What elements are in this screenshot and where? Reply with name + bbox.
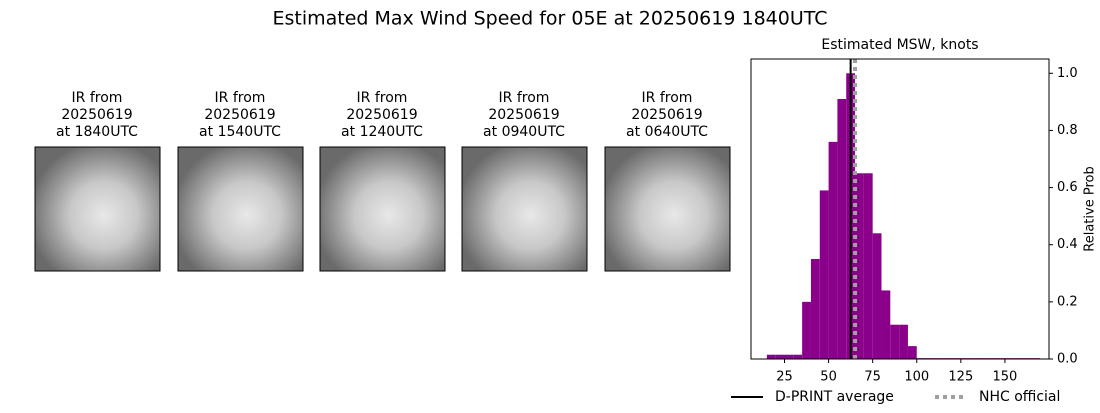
panel-label: IR from xyxy=(215,90,266,106)
figure-title: Estimated Max Wind Speed for 05E at 2025… xyxy=(272,8,827,30)
bar xyxy=(775,354,785,359)
panel-label: IR from xyxy=(72,90,123,106)
legend-label: D-PRINT average xyxy=(775,389,894,405)
panel-label: IR from xyxy=(499,90,550,106)
y-tick-label: 0.8 xyxy=(1057,123,1078,138)
ir-image xyxy=(604,146,731,272)
panel-label: 20250619 xyxy=(204,107,275,123)
x-tick-label: 50 xyxy=(820,370,837,385)
y-tick-label: 1.0 xyxy=(1057,66,1078,81)
legend-label: NHC official xyxy=(979,389,1060,405)
y-axis-label: Relative Prob xyxy=(1083,166,1098,251)
bar xyxy=(881,290,891,359)
y-tick-label: 0.2 xyxy=(1057,294,1078,309)
y-tick-label: 0.6 xyxy=(1057,180,1078,195)
bar xyxy=(819,190,829,359)
bar xyxy=(766,354,776,359)
ir-image xyxy=(461,146,588,272)
panel-label: at 0940UTC xyxy=(483,124,565,140)
ir-image xyxy=(177,146,304,272)
panel-label: at 1840UTC xyxy=(56,124,138,140)
panel-label: 20250619 xyxy=(61,107,132,123)
bar xyxy=(837,99,847,359)
x-tick-label: 150 xyxy=(993,370,1018,385)
ir-image xyxy=(319,146,446,272)
panel-label: at 0640UTC xyxy=(626,124,708,140)
panel-label: 20250619 xyxy=(346,107,417,123)
bar xyxy=(784,354,794,359)
bar xyxy=(793,354,803,359)
y-tick-label: 0.0 xyxy=(1057,352,1078,367)
panel-label: IR from xyxy=(642,90,693,106)
panel-label: 20250619 xyxy=(631,107,702,123)
bar xyxy=(802,301,811,359)
bar xyxy=(828,141,838,359)
x-tick-label: 25 xyxy=(776,370,793,385)
bar xyxy=(907,346,917,359)
plot-frame xyxy=(750,58,1050,360)
bar xyxy=(890,324,900,359)
panel-label: IR from xyxy=(357,90,408,106)
x-tick-label: 125 xyxy=(948,370,973,385)
bar xyxy=(899,324,908,359)
bar xyxy=(863,173,873,359)
x-tick-label: 100 xyxy=(904,370,929,385)
bar xyxy=(855,173,864,359)
bar xyxy=(872,233,882,359)
panel-label: at 1540UTC xyxy=(199,124,281,140)
y-tick-label: 0.4 xyxy=(1057,237,1078,252)
panel-label: 20250619 xyxy=(488,107,559,123)
x-tick-label: 75 xyxy=(864,370,881,385)
chart-title: Estimated MSW, knots xyxy=(821,37,978,53)
ir-image xyxy=(34,146,161,272)
bar xyxy=(810,259,820,359)
panel-label: at 1240UTC xyxy=(341,124,423,140)
